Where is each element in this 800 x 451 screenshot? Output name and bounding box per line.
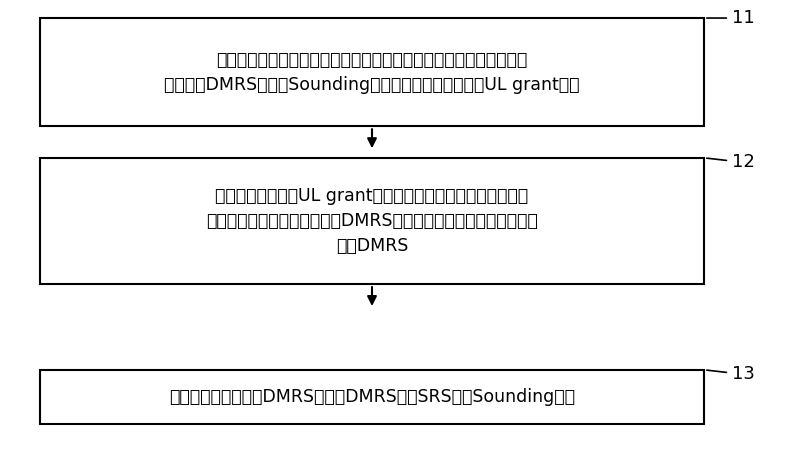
Text: 13: 13: [706, 365, 755, 383]
FancyBboxPatch shape: [40, 158, 704, 284]
Text: 终端根据接收到的UL grant信令确定是否需要向基站发送上行
数据，如果是，则向基站发送DMRS以及上行数据，否则，仅向基站
发送DMRS: 终端根据接收到的UL grant信令确定是否需要向基站发送上行 数据，如果是，则…: [206, 187, 538, 255]
Text: 12: 12: [706, 153, 755, 171]
FancyBboxPatch shape: [40, 370, 704, 424]
Text: 基站接收来自终端的DMRS，利用DMRS代替SRS行使Sounding功能: 基站接收来自终端的DMRS，利用DMRS代替SRS行使Sounding功能: [169, 388, 575, 406]
FancyBboxPatch shape: [40, 18, 704, 126]
Text: 11: 11: [706, 9, 754, 27]
Text: 当终端有上行数据需要发送，以及当终端没有上行数据需要发送，但
基站需要DMRS来行使Sounding功能时，基站向终端发送UL grant信令: 当终端有上行数据需要发送，以及当终端没有上行数据需要发送，但 基站需要DMRS来…: [164, 51, 580, 94]
